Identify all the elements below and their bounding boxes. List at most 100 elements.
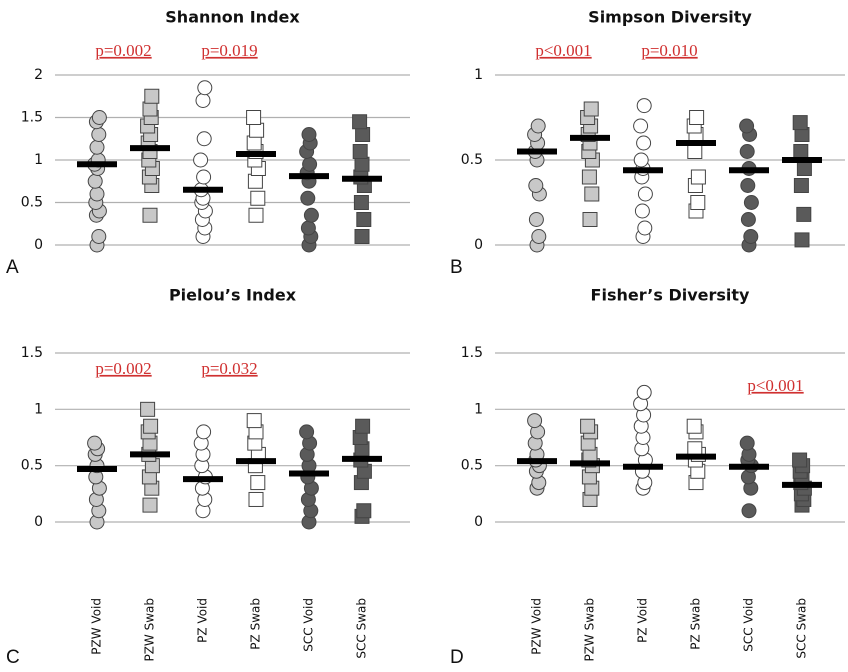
p-value: p=0.010 bbox=[641, 41, 697, 60]
y-tick-label: 1 bbox=[474, 67, 483, 83]
data-point bbox=[91, 229, 107, 244]
x-tick-label: PZ Void bbox=[196, 598, 210, 643]
data-point bbox=[91, 110, 107, 125]
data-point bbox=[247, 173, 263, 189]
data-point bbox=[634, 203, 650, 219]
panel-label: A bbox=[6, 257, 19, 278]
data-point bbox=[352, 144, 368, 159]
p-value: p<0.001 bbox=[535, 41, 591, 60]
data-point bbox=[195, 93, 211, 108]
y-tick-label: 1 bbox=[34, 401, 43, 417]
data-point bbox=[636, 384, 652, 400]
data-point bbox=[530, 118, 546, 134]
data-point bbox=[196, 424, 212, 440]
x-tick-label: SCC Swab bbox=[355, 598, 369, 659]
data-point bbox=[355, 127, 371, 142]
chart-title: Simpson Diversity bbox=[588, 8, 752, 27]
x-tick-label: SCC Swab bbox=[795, 598, 809, 659]
y-tick-label: 1.5 bbox=[21, 110, 43, 126]
data-point bbox=[353, 195, 369, 210]
data-point bbox=[352, 114, 368, 130]
data-point bbox=[743, 229, 759, 244]
data-point bbox=[91, 127, 107, 142]
data-point bbox=[739, 118, 755, 134]
data-point bbox=[583, 101, 599, 117]
x-tick-label: PZW Swab bbox=[583, 598, 597, 662]
data-point bbox=[356, 503, 372, 519]
y-tick-label: 0.5 bbox=[21, 195, 43, 211]
data-point bbox=[144, 88, 160, 104]
data-point bbox=[743, 195, 759, 210]
data-point bbox=[142, 101, 158, 117]
x-tick-label: SCC Void bbox=[742, 598, 756, 652]
x-tick-label: PZW Void bbox=[530, 598, 544, 655]
y-tick-label: 1.5 bbox=[461, 345, 483, 361]
data-point bbox=[690, 169, 706, 185]
data-point bbox=[142, 497, 158, 513]
y-tick-label: 1 bbox=[474, 401, 483, 417]
x-tick-label: PZ Swab bbox=[249, 598, 263, 650]
data-point bbox=[248, 491, 264, 507]
data-point bbox=[633, 118, 649, 134]
data-point bbox=[739, 144, 755, 159]
data-point bbox=[300, 190, 316, 206]
data-point bbox=[740, 178, 756, 193]
data-point bbox=[300, 220, 316, 236]
panel-label: D bbox=[450, 647, 464, 668]
x-tick-label: PZ Void bbox=[636, 598, 650, 643]
data-point bbox=[793, 178, 809, 193]
y-tick-label: 0 bbox=[34, 237, 43, 253]
data-point bbox=[250, 190, 266, 206]
data-point bbox=[303, 207, 319, 223]
data-point bbox=[142, 207, 158, 223]
data-point bbox=[355, 418, 371, 434]
panel-label: C bbox=[6, 647, 20, 668]
data-point bbox=[690, 195, 706, 210]
data-point bbox=[87, 435, 103, 451]
data-point bbox=[249, 122, 265, 138]
y-tick-label: 0 bbox=[474, 237, 483, 253]
data-point bbox=[528, 178, 544, 193]
data-point bbox=[87, 173, 103, 189]
x-tick-label: PZW Void bbox=[90, 598, 104, 655]
data-point bbox=[580, 418, 596, 434]
data-point bbox=[196, 169, 212, 185]
data-point bbox=[196, 131, 212, 147]
data-point bbox=[792, 115, 808, 131]
data-point bbox=[689, 110, 705, 125]
data-point bbox=[796, 161, 812, 176]
chart-title: Fisher’s Diversity bbox=[591, 286, 751, 305]
data-point bbox=[739, 435, 755, 451]
data-point bbox=[248, 207, 264, 223]
data-point bbox=[354, 229, 370, 244]
y-tick-label: 0.5 bbox=[461, 152, 483, 168]
data-point bbox=[584, 186, 600, 202]
data-point bbox=[581, 169, 597, 185]
data-point bbox=[89, 139, 105, 155]
y-tick-label: 0 bbox=[34, 514, 43, 530]
data-point bbox=[531, 229, 547, 244]
data-point bbox=[302, 156, 318, 172]
data-point bbox=[794, 232, 810, 248]
data-point bbox=[246, 110, 262, 125]
data-point bbox=[582, 212, 598, 227]
y-tick-label: 0.5 bbox=[21, 458, 43, 474]
data-point bbox=[637, 186, 653, 202]
x-tick-label: PZW Swab bbox=[143, 598, 157, 662]
y-tick-label: 1.5 bbox=[21, 345, 43, 361]
data-point bbox=[637, 220, 653, 236]
data-point bbox=[246, 135, 262, 151]
data-point bbox=[299, 424, 315, 440]
data-point bbox=[792, 452, 808, 468]
p-value: p=0.002 bbox=[95, 359, 151, 378]
data-point bbox=[636, 135, 652, 151]
data-point bbox=[89, 186, 105, 202]
data-point bbox=[687, 144, 703, 159]
y-tick-label: 2 bbox=[34, 67, 43, 83]
data-point bbox=[741, 503, 757, 519]
p-value: p<0.001 bbox=[747, 376, 803, 395]
data-point bbox=[793, 144, 809, 159]
data-point bbox=[633, 152, 649, 168]
y-tick-label: 0.5 bbox=[461, 458, 483, 474]
